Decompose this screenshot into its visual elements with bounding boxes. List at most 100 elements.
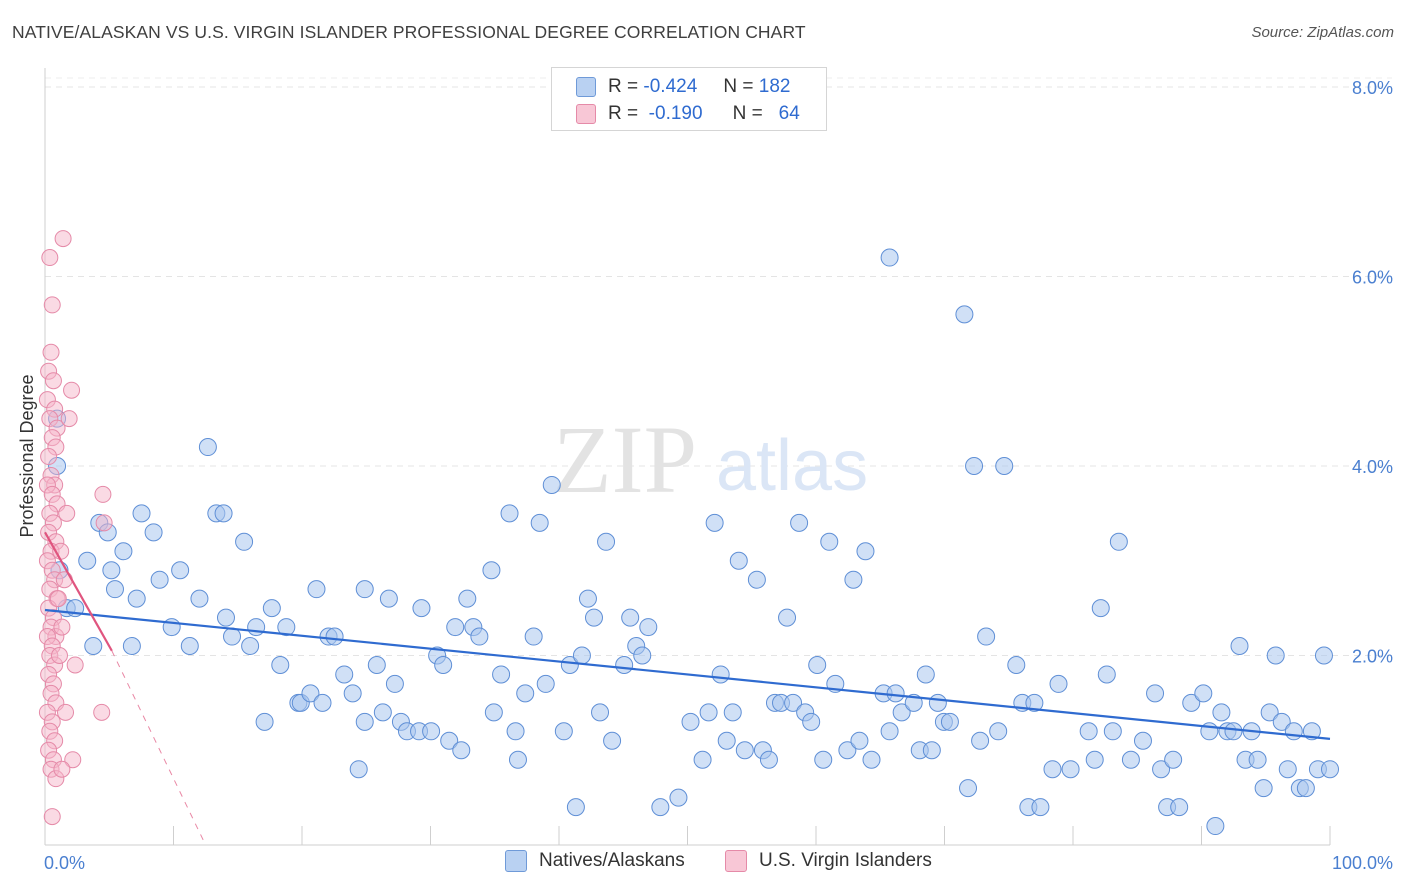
data-point [1103, 722, 1122, 741]
data-point [536, 674, 555, 693]
data-point [1272, 712, 1291, 731]
data-point [53, 618, 71, 636]
data-point [790, 513, 809, 532]
data-point [524, 627, 543, 646]
chart-title: NATIVE/ALASKAN VS U.S. VIRGIN ISLANDER P… [12, 22, 806, 42]
data-point [434, 655, 453, 674]
blue-swatch-icon [505, 850, 527, 872]
data-point [1079, 722, 1098, 741]
data-point [94, 485, 112, 503]
data-point [57, 703, 75, 721]
data-point [1321, 760, 1339, 779]
data-point [995, 457, 1014, 475]
data-point [66, 656, 84, 674]
legend-row-blue: R = -0.424 N = 182 [576, 75, 790, 99]
data-point [814, 750, 833, 769]
data-point [379, 589, 398, 608]
trend-lines [44, 531, 1331, 846]
trend-line-pink [44, 531, 113, 652]
legend-item-natives[interactable]: Natives/Alaskans [505, 850, 685, 872]
data-point [343, 684, 362, 703]
data-point [1206, 817, 1225, 836]
n-value: 64 [778, 103, 800, 124]
series-natives-alaskans [48, 248, 1339, 836]
watermark-atlas: atlas [716, 426, 868, 506]
data-point [102, 561, 121, 580]
data-point [271, 655, 290, 674]
data-point [1296, 779, 1315, 798]
data-point [325, 627, 344, 646]
data-point [355, 580, 374, 599]
data-point [277, 618, 296, 637]
data-point [95, 514, 113, 532]
data-point [64, 751, 82, 769]
data-point [41, 249, 59, 267]
data-point [699, 703, 718, 722]
data-point [808, 655, 827, 674]
data-point [1254, 779, 1273, 798]
data-point [458, 589, 477, 608]
data-point [1031, 798, 1050, 817]
data-point [150, 570, 169, 589]
trend-line-blue [44, 608, 1331, 740]
data-point [615, 655, 634, 674]
data-point [669, 788, 688, 807]
data-point [584, 608, 603, 627]
data-point [216, 608, 235, 627]
data-point [355, 712, 374, 731]
r-label: R = [608, 103, 639, 124]
data-point [639, 618, 658, 637]
y-tick-label: 2.0% [1352, 647, 1393, 667]
data-point [122, 637, 141, 656]
x-tick-labels: 0.0% 100.0% [44, 853, 1393, 873]
data-point [241, 637, 260, 656]
data-point [180, 637, 199, 656]
data-point [58, 504, 76, 522]
data-point [1230, 637, 1249, 656]
series-legend: Natives/Alaskans U.S. Virgin Islanders [0, 850, 1406, 878]
data-point [1146, 684, 1165, 703]
data-point [784, 693, 803, 712]
data-point [50, 647, 68, 664]
data-point [735, 741, 754, 760]
data-point [1314, 646, 1333, 665]
data-point [989, 722, 1008, 741]
data-point [1133, 731, 1152, 750]
data-point [820, 532, 839, 551]
data-point [916, 665, 935, 684]
stats-legend: R = -0.424 N = 182 R = -0.190 N = 64 [551, 67, 827, 131]
data-point [681, 712, 700, 731]
data-point [862, 750, 881, 769]
data-point [127, 589, 146, 608]
data-point [42, 343, 60, 361]
data-point [307, 580, 326, 599]
data-point [43, 808, 61, 826]
trend-line-pink-extension [111, 650, 207, 846]
data-point [723, 703, 742, 722]
data-point [422, 722, 441, 741]
legend-row-pink: R = -0.190 N = 64 [576, 102, 800, 126]
data-point [506, 722, 525, 741]
data-point [880, 722, 899, 741]
data-point [1121, 750, 1140, 769]
blue-swatch-icon [576, 77, 596, 97]
data-point [54, 230, 72, 248]
data-point [105, 580, 124, 599]
r-value: -0.424 [643, 76, 698, 97]
data-point [1091, 599, 1110, 618]
data-point [144, 523, 163, 542]
y-tick-label: 8.0% [1352, 78, 1393, 98]
series-us-virgin-islanders [38, 230, 113, 826]
data-point [747, 570, 766, 589]
data-point [880, 248, 899, 267]
data-point [412, 599, 431, 618]
r-value: -0.190 [648, 103, 703, 124]
data-point [530, 513, 549, 532]
data-point [693, 750, 712, 769]
pink-swatch-icon [725, 850, 747, 872]
data-point [198, 438, 217, 457]
data-point [53, 760, 71, 778]
n-label: N = [723, 76, 754, 97]
legend-item-virgin-islanders[interactable]: U.S. Virgin Islanders [725, 850, 932, 872]
data-point [554, 722, 573, 741]
